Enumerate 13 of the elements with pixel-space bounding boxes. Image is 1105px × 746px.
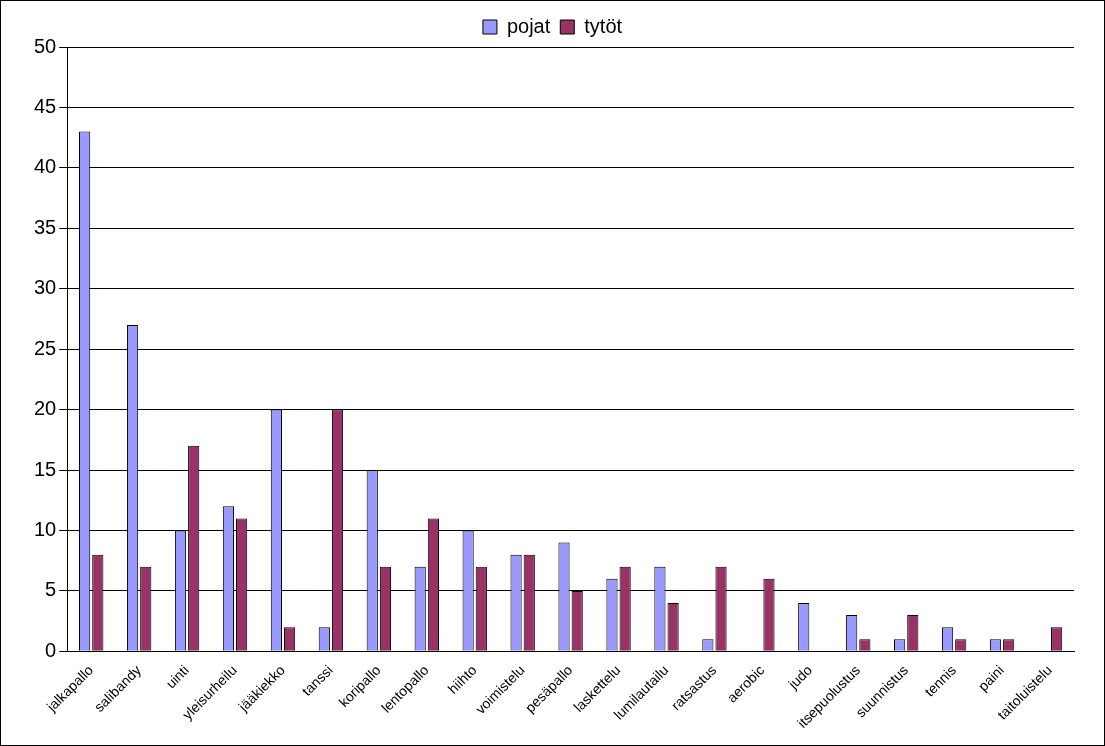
y-tick-label: 50 <box>34 34 57 57</box>
legend-label: pojat <box>506 14 551 37</box>
y-tick-label: 25 <box>34 336 57 359</box>
y-tick-label: 40 <box>34 155 57 178</box>
legend-label: tytöt <box>584 14 623 37</box>
y-tick-label: 35 <box>34 215 57 238</box>
y-tick-label: 0 <box>45 638 57 661</box>
y-tick-label: 15 <box>34 457 57 480</box>
y-tick-label: 45 <box>34 94 57 117</box>
y-tick-label: 20 <box>34 397 57 420</box>
y-tick-label: 10 <box>34 517 57 540</box>
y-tick-label: 5 <box>45 578 57 601</box>
y-tick-label: 30 <box>34 276 57 299</box>
